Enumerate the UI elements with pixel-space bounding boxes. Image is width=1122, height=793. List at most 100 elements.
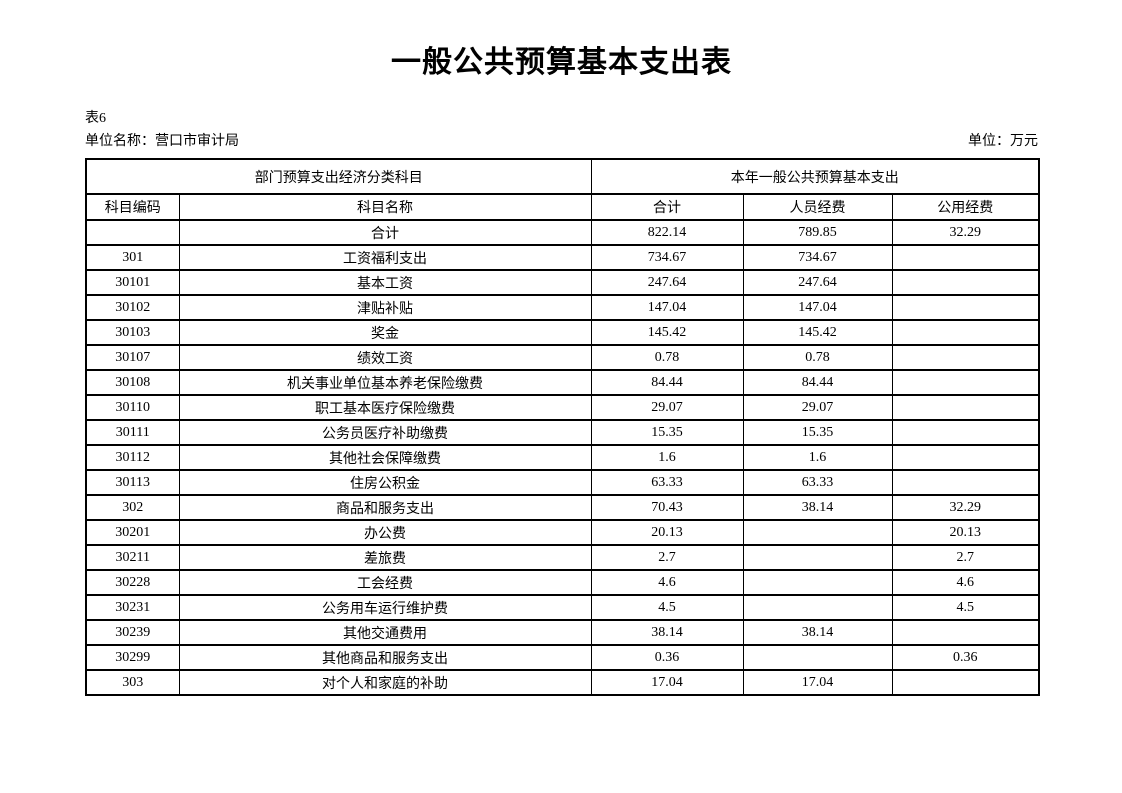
table-row: 301 工资福利支出 734.67 734.67 — [85, 244, 1040, 271]
total-cell: 63.33 — [590, 469, 744, 496]
table-row: 30111 公务员医疗补助缴费 15.35 15.35 — [85, 419, 1040, 446]
public-funds-cell: 32.29 — [891, 494, 1040, 521]
total-cell: 734.67 — [590, 244, 744, 271]
table-header: 部门预算支出经济分类科目 本年一般公共预算基本支出 科目编码 科目名称 合计 人… — [85, 158, 1040, 221]
subject-code-cell: 30102 — [85, 294, 180, 321]
personnel-funds-cell — [742, 569, 893, 596]
public-funds-cell: 20.13 — [891, 519, 1040, 546]
subject-name-cell: 职工基本医疗保险缴费 — [178, 394, 592, 421]
table-meta-row: 单位名称：营口市审计局 单位：万元 — [85, 132, 1038, 152]
header-group-row: 部门预算支出经济分类科目 本年一般公共预算基本支出 — [85, 158, 1040, 195]
total-cell: 4.6 — [590, 569, 744, 596]
personnel-funds-cell: 17.04 — [742, 669, 893, 696]
subject-code-cell: 301 — [85, 244, 180, 271]
personnel-funds-cell: 63.33 — [742, 469, 893, 496]
page-content: 一般公共预算基本支出表 表6 单位名称：营口市审计局 单位：万元 部门预算支出经… — [85, 46, 1041, 696]
total-cell: 20.13 — [590, 519, 744, 546]
public-funds-cell: 0.36 — [891, 644, 1040, 671]
total-cell: 84.44 — [590, 369, 744, 396]
table-row: 30103 奖金 145.42 145.42 — [85, 319, 1040, 346]
subject-code-cell: 30228 — [85, 569, 180, 596]
table-row: 30101 基本工资 247.64 247.64 — [85, 269, 1040, 296]
table-row: 303 对个人和家庭的补助 17.04 17.04 — [85, 669, 1040, 696]
subject-code-cell — [85, 219, 180, 246]
subject-name-cell: 津贴补贴 — [178, 294, 592, 321]
public-funds-cell — [891, 669, 1040, 696]
total-cell: 4.5 — [590, 594, 744, 621]
total-cell: 2.7 — [590, 544, 744, 571]
total-cell: 70.43 — [590, 494, 744, 521]
subject-name-cell: 公务员医疗补助缴费 — [178, 419, 592, 446]
subject-code-cell: 30201 — [85, 519, 180, 546]
header-group-expenditure: 本年一般公共预算基本支出 — [590, 158, 1040, 195]
public-funds-cell: 4.6 — [891, 569, 1040, 596]
table-row: 30102 津贴补贴 147.04 147.04 — [85, 294, 1040, 321]
table-row: 30239 其他交通费用 38.14 38.14 — [85, 619, 1040, 646]
table-number-label: 表6 — [85, 111, 106, 126]
subject-code-cell: 30299 — [85, 644, 180, 671]
table-row: 30211 差旅费 2.7 2.7 — [85, 544, 1040, 571]
table-row: 30201 办公费 20.13 20.13 — [85, 519, 1040, 546]
subject-code-cell: 30239 — [85, 619, 180, 646]
subject-code-cell: 30112 — [85, 444, 180, 471]
subject-code-cell: 30110 — [85, 394, 180, 421]
table-row: 30110 职工基本医疗保险缴费 29.07 29.07 — [85, 394, 1040, 421]
total-cell: 822.14 — [590, 219, 744, 246]
public-funds-cell — [891, 469, 1040, 496]
table-body: 合计 822.14 789.85 32.29 301 工资福利支出 734.67… — [85, 219, 1040, 696]
public-funds-cell — [891, 319, 1040, 346]
subject-name-cell: 公务用车运行维护费 — [178, 594, 592, 621]
subject-name-cell: 奖金 — [178, 319, 592, 346]
subject-name-cell: 工会经费 — [178, 569, 592, 596]
personnel-funds-cell: 38.14 — [742, 494, 893, 521]
subject-name-cell: 商品和服务支出 — [178, 494, 592, 521]
total-cell: 247.64 — [590, 269, 744, 296]
currency-unit-label: 单位：万元 — [968, 134, 1038, 149]
subject-name-cell: 绩效工资 — [178, 344, 592, 371]
public-funds-cell: 2.7 — [891, 544, 1040, 571]
subject-name-cell: 其他社会保障缴费 — [178, 444, 592, 471]
unit-name-label: 单位名称：营口市审计局 — [85, 134, 239, 149]
total-cell: 0.36 — [590, 644, 744, 671]
public-funds-cell — [891, 244, 1040, 271]
public-funds-cell — [891, 294, 1040, 321]
personnel-funds-cell — [742, 519, 893, 546]
total-cell: 15.35 — [590, 419, 744, 446]
personnel-funds-cell: 734.67 — [742, 244, 893, 271]
header-subject-code: 科目编码 — [85, 193, 180, 221]
public-funds-cell — [891, 344, 1040, 371]
subject-code-cell: 30103 — [85, 319, 180, 346]
subject-code-cell: 30101 — [85, 269, 180, 296]
total-cell: 38.14 — [590, 619, 744, 646]
table-row: 30113 住房公积金 63.33 63.33 — [85, 469, 1040, 496]
subject-code-cell: 302 — [85, 494, 180, 521]
public-funds-cell: 4.5 — [891, 594, 1040, 621]
table-row: 30299 其他商品和服务支出 0.36 0.36 — [85, 644, 1040, 671]
personnel-funds-cell — [742, 594, 893, 621]
subject-name-cell: 差旅费 — [178, 544, 592, 571]
subject-name-cell: 其他交通费用 — [178, 619, 592, 646]
personnel-funds-cell: 145.42 — [742, 319, 893, 346]
subject-code-cell: 303 — [85, 669, 180, 696]
public-funds-cell — [891, 369, 1040, 396]
public-funds-cell — [891, 269, 1040, 296]
table-row: 30112 其他社会保障缴费 1.6 1.6 — [85, 444, 1040, 471]
personnel-funds-cell: 147.04 — [742, 294, 893, 321]
header-total: 合计 — [590, 193, 744, 221]
subject-name-cell: 机关事业单位基本养老保险缴费 — [178, 369, 592, 396]
subject-code-cell: 30113 — [85, 469, 180, 496]
header-personnel-funds: 人员经费 — [742, 193, 893, 221]
public-funds-cell — [891, 419, 1040, 446]
header-group-subject: 部门预算支出经济分类科目 — [85, 158, 592, 195]
subject-name-cell: 合计 — [178, 219, 592, 246]
subject-name-cell: 办公费 — [178, 519, 592, 546]
subject-code-cell: 30107 — [85, 344, 180, 371]
subject-code-cell: 30211 — [85, 544, 180, 571]
subject-code-cell: 30231 — [85, 594, 180, 621]
total-cell: 17.04 — [590, 669, 744, 696]
subject-name-cell: 对个人和家庭的补助 — [178, 669, 592, 696]
header-columns-row: 科目编码 科目名称 合计 人员经费 公用经费 — [85, 193, 1040, 221]
table-row: 合计 822.14 789.85 32.29 — [85, 219, 1040, 246]
subject-code-cell: 30108 — [85, 369, 180, 396]
